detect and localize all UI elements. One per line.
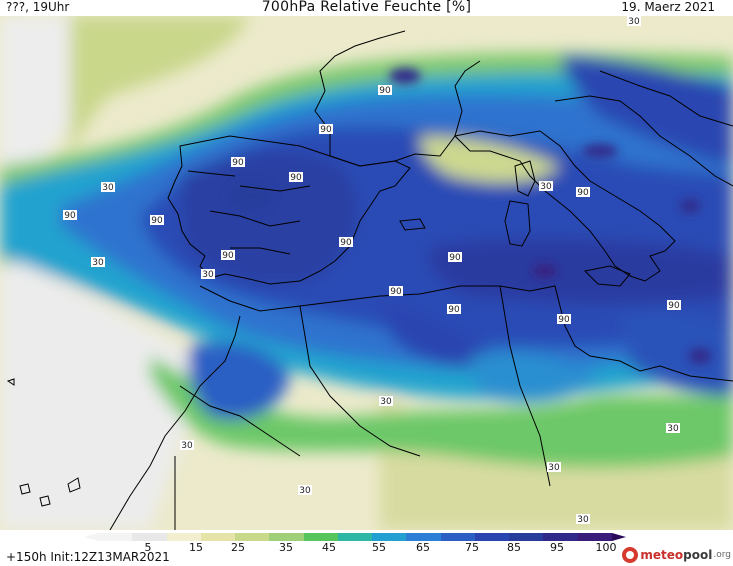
- legend-swatch: [474, 533, 510, 541]
- meteopool-logo-icon: [622, 547, 639, 563]
- svg-text:90: 90: [449, 253, 461, 263]
- contour-label: 90: [389, 286, 403, 297]
- legend-swatch: [98, 533, 133, 541]
- svg-text:30: 30: [181, 441, 193, 451]
- svg-text:90: 90: [390, 287, 402, 297]
- legend-swatch: [303, 533, 338, 541]
- legend-swatch: [132, 533, 167, 541]
- contour-label: 90: [576, 187, 590, 198]
- svg-text:90: 90: [668, 301, 680, 311]
- legend-swatch: [166, 533, 201, 541]
- humidity-legend-bar: [98, 533, 612, 541]
- svg-text:30: 30: [667, 424, 679, 434]
- legend-tick-label: 35: [279, 541, 293, 554]
- legend-max-arrow: [612, 533, 626, 541]
- contour-label: 90: [557, 314, 571, 325]
- svg-text:90: 90: [558, 315, 570, 325]
- svg-text:30: 30: [548, 463, 560, 473]
- contour-label: 90: [231, 157, 245, 168]
- legend-tick-label: 65: [416, 541, 430, 554]
- svg-text:30: 30: [628, 17, 640, 27]
- legend-swatch: [200, 533, 236, 541]
- contour-label: 90: [667, 300, 681, 311]
- svg-text:90: 90: [340, 238, 352, 248]
- legend-tick-label: 15: [189, 541, 203, 554]
- legend-swatch: [269, 533, 304, 541]
- contour-label: 30: [298, 485, 312, 496]
- contour-label: 30: [627, 16, 641, 27]
- contour-label: 90: [289, 172, 303, 183]
- contour-label: 30: [539, 181, 553, 192]
- legend-swatch: [440, 533, 475, 541]
- legend-swatch: [337, 533, 373, 541]
- contour-label: 90: [221, 250, 235, 261]
- map-footer: 5 15 25 35 45 55 65 75 85 95 100 +150h Init:12Z13M…: [0, 530, 733, 566]
- svg-text:30: 30: [577, 515, 589, 525]
- legend-swatch: [406, 533, 441, 541]
- humidity-maxima: [228, 68, 712, 364]
- contour-label: 90: [319, 124, 333, 135]
- svg-text:30: 30: [202, 270, 214, 280]
- run-info: +150h Init:12Z13MAR2021: [6, 550, 170, 564]
- legend-tick-label: 55: [372, 541, 386, 554]
- legend-swatch: [372, 533, 407, 541]
- meteopool-logo[interactable]: meteo pool .org: [622, 546, 731, 564]
- svg-text:90: 90: [151, 216, 163, 226]
- legend-tick-label: 95: [550, 541, 564, 554]
- contour-label: 30: [91, 257, 105, 268]
- humidity-field: [0, 16, 733, 530]
- contour-label: 90: [339, 237, 353, 248]
- contour-label: 90: [150, 215, 164, 226]
- map-header: ???, 19Uhr 700hPa Relative Feuchte [%] 1…: [0, 0, 733, 16]
- valid-date-label: 19. Maerz 2021: [621, 0, 715, 14]
- contour-label: 90: [378, 85, 392, 96]
- svg-text:30: 30: [540, 182, 552, 192]
- svg-text:90: 90: [577, 188, 589, 198]
- legend-ticks: 5 15 25 35 45 55 65 75 85 95 100: [98, 541, 618, 555]
- legend-tick-label: 100: [595, 541, 617, 554]
- legend-tick-label: 25: [231, 541, 245, 554]
- legend-tick-label: 75: [465, 541, 479, 554]
- legend-swatch: [543, 533, 578, 541]
- canary-islands: [6, 378, 81, 507]
- contour-label: 30: [101, 182, 115, 193]
- legend-swatch: [235, 533, 270, 541]
- valid-time-label: ???, 19Uhr: [6, 0, 70, 14]
- contour-label: 30: [576, 514, 590, 525]
- contour-label: 30: [180, 440, 194, 451]
- svg-text:90: 90: [448, 305, 460, 315]
- svg-text:30: 30: [92, 258, 104, 268]
- contour-labels: 30 90 90 90 90 30 90 90 30 90 90 30 90 30 90 90 90 90 30 90…: [63, 16, 681, 525]
- map-canvas: 30 90 90 90 90 30 90 90 30 90 90 30 90 30 90 90 90 90 30 90…: [0, 16, 733, 530]
- svg-text:30: 30: [299, 486, 311, 496]
- contour-label: 30: [666, 423, 680, 434]
- svg-text:90: 90: [320, 125, 332, 135]
- legend-tick-label: 45: [322, 541, 336, 554]
- coastlines: [109, 30, 733, 530]
- contour-label: 30: [379, 396, 393, 407]
- svg-text:90: 90: [222, 251, 234, 261]
- legend-swatch: [577, 533, 612, 541]
- contour-label: 30: [547, 462, 561, 473]
- svg-text:90: 90: [290, 173, 302, 183]
- legend-tick-label: 5: [144, 541, 152, 554]
- map-title: 700hPa Relative Feuchte [%]: [261, 0, 472, 15]
- brand-meteo: meteo: [640, 548, 684, 562]
- contour-label: 90: [448, 252, 462, 263]
- svg-text:90: 90: [379, 86, 391, 96]
- legend-swatch: [509, 533, 544, 541]
- legend-tick-label: 85: [507, 541, 521, 554]
- svg-text:90: 90: [64, 211, 76, 221]
- svg-text:30: 30: [380, 397, 392, 407]
- svg-text:30: 30: [102, 183, 114, 193]
- svg-text:90: 90: [232, 158, 244, 168]
- humidity-map: 30 90 90 90 90 30 90 90 30 90 90 30 90 30 90 90 90 90 30 90…: [0, 16, 733, 530]
- legend-min-arrow: [84, 533, 98, 541]
- contour-label: 90: [63, 210, 77, 221]
- contour-label: 30: [201, 269, 215, 280]
- contour-label: 90: [447, 304, 461, 315]
- brand-pool: pool: [683, 548, 713, 562]
- brand-org: .org: [713, 550, 731, 560]
